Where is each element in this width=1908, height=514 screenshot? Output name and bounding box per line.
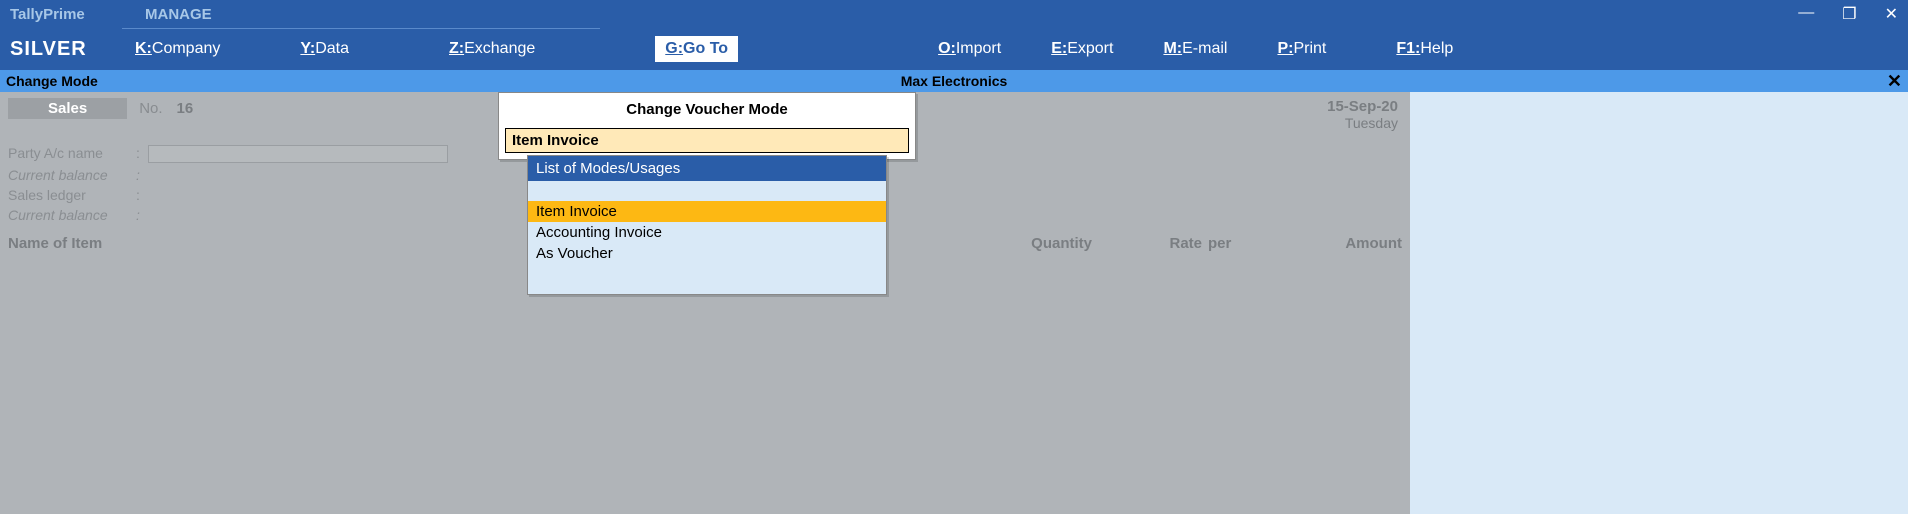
- titlebar: TallyPrime MANAGE — ❐ ✕: [0, 0, 1908, 28]
- minimize-button[interactable]: —: [1798, 4, 1814, 24]
- app-name: TallyPrime: [10, 6, 125, 23]
- menu-goto[interactable]: G:Go To: [655, 36, 738, 62]
- menu-exchange[interactable]: Z:Exchange: [439, 36, 545, 62]
- voucher-day: Tuesday: [1327, 115, 1398, 131]
- col-qty: Quantity: [962, 235, 1092, 252]
- window-controls: — ❐ ✕: [1798, 4, 1898, 24]
- col-per: per: [1202, 235, 1262, 252]
- dialog-title: Change Voucher Mode: [499, 93, 915, 128]
- close-icon[interactable]: ✕: [1887, 71, 1902, 92]
- menu-data[interactable]: Y:Data: [290, 36, 359, 62]
- workspace: Sales No. 16 15-Sep-20 Tuesday Party A/c…: [0, 92, 1908, 514]
- col-rate: Rate: [1092, 235, 1202, 252]
- company-name: Max Electronics: [901, 73, 1008, 89]
- voucher-date: 15-Sep-20: [1327, 98, 1398, 115]
- voucher-no-value: 16: [177, 100, 194, 117]
- current-balance-1: Current balance: [8, 167, 136, 183]
- party-input[interactable]: [148, 145, 448, 163]
- voucher-type-chip: Sales: [8, 98, 127, 119]
- col-amount: Amount: [1262, 235, 1402, 252]
- mode-option-as-voucher[interactable]: As Voucher: [528, 243, 886, 264]
- mode-option-item-invoice[interactable]: Item Invoice: [528, 201, 886, 222]
- menu-company[interactable]: K:Company: [125, 36, 230, 62]
- menu-import[interactable]: O:Import: [928, 36, 1011, 62]
- party-label: Party A/c name: [8, 145, 136, 163]
- subheader: Change Mode Max Electronics ✕: [0, 70, 1908, 92]
- divider: [122, 28, 600, 29]
- menu-help[interactable]: F1:Help: [1386, 36, 1463, 62]
- voucher-no-label: No.: [139, 100, 162, 117]
- current-balance-2: Current balance: [8, 207, 136, 223]
- app-edition: SILVER: [10, 38, 125, 61]
- change-voucher-mode-dialog: Change Voucher Mode: [498, 92, 916, 160]
- top-tab-manage[interactable]: MANAGE: [125, 6, 232, 23]
- mode-input[interactable]: [505, 128, 909, 153]
- right-side-panel: [1410, 92, 1908, 514]
- menu-print[interactable]: P:Print: [1267, 36, 1336, 62]
- sales-ledger-label: Sales ledger: [8, 187, 136, 203]
- close-button[interactable]: ✕: [1885, 4, 1898, 24]
- menubar: SILVER K:Company Y:Data Z:Exchange G:Go …: [0, 28, 1908, 70]
- menu-email[interactable]: M:E-mail: [1153, 36, 1237, 62]
- maximize-button[interactable]: ❐: [1842, 4, 1856, 24]
- dropdown-header: List of Modes/Usages: [528, 156, 886, 181]
- subheader-left: Change Mode: [0, 73, 98, 89]
- menu-export[interactable]: E:Export: [1041, 36, 1123, 62]
- modes-dropdown: List of Modes/Usages Item Invoice Accoun…: [527, 155, 887, 295]
- mode-option-accounting-invoice[interactable]: Accounting Invoice: [528, 222, 886, 243]
